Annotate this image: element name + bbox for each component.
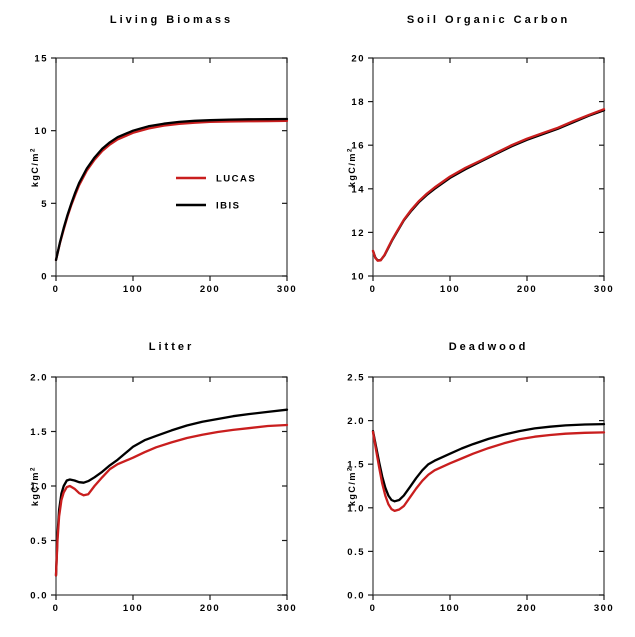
y-tick-label: 1.0 — [347, 503, 365, 514]
x-tick-label: 300 — [277, 603, 297, 614]
series-lucas-line — [371, 108, 606, 262]
chart-living-biomass: Living Biomass 0 100 200 300 0 5 10 15 kgC/m2 LUC… — [0, 0, 317, 319]
series-ibis-line — [54, 408, 289, 577]
y-axis-label: kgC/m2 — [30, 147, 41, 187]
y-tick-label: 12 — [351, 228, 365, 239]
plot-frame — [372, 376, 605, 596]
litter-plot: 0 100 200 300 0.0 0.5 1.0 1.5 2.0 kgC/m2 — [30, 373, 297, 615]
plot-frame — [55, 376, 288, 596]
living-biomass-plot: 0 100 200 300 0 5 10 15 kgC/m2 LUCAS IBIS — [30, 54, 297, 296]
chart-deadwood: Deadwood 0 100 200 300 0.0 0.5 1.0 1.5 2.0 2.5 kgC… — [317, 319, 635, 637]
x-tick-label: 0 — [370, 603, 377, 614]
series-ibis-line — [54, 117, 289, 262]
x-tick-label: 100 — [440, 284, 460, 295]
y-tick-label: 16 — [351, 141, 365, 152]
x-tick-label: 100 — [123, 284, 143, 295]
x-tick-label: 100 — [440, 603, 460, 614]
y-axis-label: kgC/m2 — [347, 466, 358, 506]
y-tick-label: 0.0 — [30, 591, 48, 602]
x-tick-label: 0 — [370, 284, 377, 295]
x-tick-label: 200 — [517, 284, 537, 295]
series-lucas-line — [54, 423, 289, 577]
y-tick-label: 1.0 — [30, 482, 48, 493]
deadwood-plot: 0 100 200 300 0.0 0.5 1.0 1.5 2.0 2.5 kgC/m2 — [347, 373, 614, 615]
legend-label-ibis: IBIS — [216, 201, 240, 212]
plot-frame — [55, 57, 288, 277]
y-axis-label: kgC/m2 — [347, 147, 358, 187]
y-tick-label: 0.5 — [30, 536, 48, 547]
x-tick-label: 200 — [200, 603, 220, 614]
x-tick-label: 0 — [53, 603, 60, 614]
y-tick-label: 0.0 — [347, 591, 365, 602]
y-tick-label: 1.5 — [30, 427, 48, 438]
x-tick-label: 300 — [277, 284, 297, 295]
chart-soil-organic-carbon: Soil Organic Carbon 0 100 200 300 10 12 14 16 18… — [317, 0, 635, 319]
y-tick-label: 14 — [351, 184, 365, 195]
x-tick-label: 300 — [594, 284, 614, 295]
soil-organic-carbon-plot: 0 100 200 300 10 12 14 16 18 20 kgC/m2 — [347, 54, 614, 296]
y-tick-label: 2.5 — [347, 373, 365, 384]
series-lucas-line — [371, 430, 606, 513]
y-tick-label: 0 — [41, 272, 48, 283]
y-tick-label: 1.5 — [347, 460, 365, 471]
y-tick-label: 18 — [351, 97, 365, 108]
x-tick-label: 200 — [517, 603, 537, 614]
chart-litter: Litter 0 100 200 300 0.0 0.5 1.0 1.5 2.0 kgC/m2 — [0, 319, 317, 637]
legend-label-lucas: LUCAS — [216, 174, 256, 185]
x-tick-label: 300 — [594, 603, 614, 614]
y-tick-label: 5 — [41, 199, 48, 210]
chart-title: Living Biomass — [109, 14, 234, 26]
y-tick-label: 15 — [34, 54, 48, 65]
y-tick-label: 0.5 — [347, 547, 365, 558]
plot-frame — [372, 57, 605, 277]
y-tick-label: 10 — [34, 126, 48, 137]
chart-title: Deadwood — [448, 341, 529, 353]
chart-title: Litter — [148, 341, 195, 353]
x-tick-label: 100 — [123, 603, 143, 614]
chart-title: Soil Organic Carbon — [406, 14, 571, 26]
y-tick-label: 2.0 — [30, 373, 48, 384]
x-tick-label: 200 — [200, 284, 220, 295]
y-tick-label: 2.0 — [347, 416, 365, 427]
x-tick-label: 0 — [53, 284, 60, 295]
series-lucas-line — [54, 119, 289, 262]
series-ibis-line — [371, 422, 606, 503]
series-ibis-line — [371, 109, 606, 262]
y-tick-label: 20 — [351, 54, 365, 65]
y-tick-label: 10 — [351, 272, 365, 283]
y-axis-label: kgC/m2 — [30, 466, 41, 506]
